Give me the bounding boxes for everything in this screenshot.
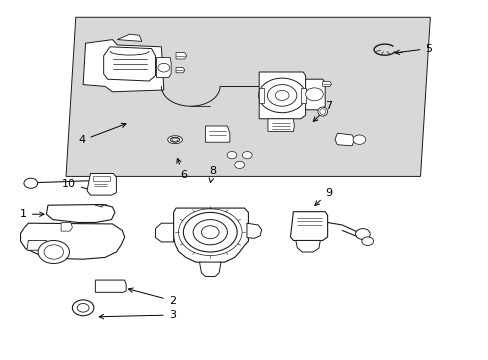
- Circle shape: [201, 226, 219, 239]
- Polygon shape: [83, 40, 163, 92]
- Ellipse shape: [170, 137, 179, 142]
- Circle shape: [72, 300, 94, 316]
- Polygon shape: [267, 119, 294, 131]
- Circle shape: [234, 161, 244, 168]
- Ellipse shape: [319, 109, 325, 114]
- Polygon shape: [295, 240, 320, 252]
- Bar: [300, 88, 305, 103]
- Circle shape: [361, 237, 373, 246]
- Circle shape: [158, 63, 169, 72]
- Polygon shape: [205, 126, 229, 142]
- Text: 7: 7: [313, 101, 332, 121]
- Circle shape: [275, 90, 288, 100]
- Text: 6: 6: [177, 158, 186, 180]
- Circle shape: [242, 152, 252, 159]
- Polygon shape: [95, 280, 126, 292]
- Circle shape: [305, 88, 323, 101]
- Polygon shape: [246, 223, 261, 238]
- Polygon shape: [290, 212, 327, 240]
- Text: 1: 1: [20, 209, 44, 219]
- Circle shape: [77, 303, 89, 312]
- Text: 3: 3: [99, 310, 175, 320]
- Circle shape: [267, 85, 296, 106]
- Polygon shape: [259, 72, 305, 119]
- Polygon shape: [87, 174, 116, 195]
- Bar: [93, 176, 110, 181]
- Polygon shape: [27, 240, 49, 250]
- Circle shape: [38, 240, 69, 264]
- Circle shape: [352, 135, 365, 144]
- Bar: [259, 88, 264, 103]
- Polygon shape: [20, 223, 124, 259]
- Circle shape: [24, 178, 38, 188]
- Polygon shape: [103, 47, 155, 81]
- Text: 5: 5: [394, 44, 431, 54]
- Polygon shape: [176, 53, 186, 59]
- Polygon shape: [46, 204, 115, 222]
- Text: 10: 10: [61, 179, 94, 192]
- Text: 4: 4: [78, 123, 126, 145]
- Polygon shape: [176, 68, 184, 73]
- Polygon shape: [66, 17, 429, 176]
- Text: 8: 8: [209, 166, 216, 183]
- Polygon shape: [199, 262, 221, 276]
- Polygon shape: [155, 223, 173, 242]
- Polygon shape: [156, 58, 171, 77]
- Circle shape: [226, 152, 236, 159]
- Polygon shape: [61, 222, 72, 231]
- Polygon shape: [322, 81, 331, 86]
- Ellipse shape: [167, 136, 182, 144]
- Circle shape: [44, 245, 63, 259]
- Text: 2: 2: [128, 288, 176, 306]
- Circle shape: [193, 220, 227, 245]
- Polygon shape: [334, 133, 354, 146]
- Circle shape: [258, 78, 305, 113]
- Text: 9: 9: [314, 188, 332, 206]
- Polygon shape: [173, 208, 248, 263]
- Polygon shape: [117, 34, 142, 41]
- Circle shape: [355, 229, 369, 239]
- Ellipse shape: [317, 107, 327, 116]
- Polygon shape: [305, 79, 325, 110]
- Circle shape: [183, 212, 237, 252]
